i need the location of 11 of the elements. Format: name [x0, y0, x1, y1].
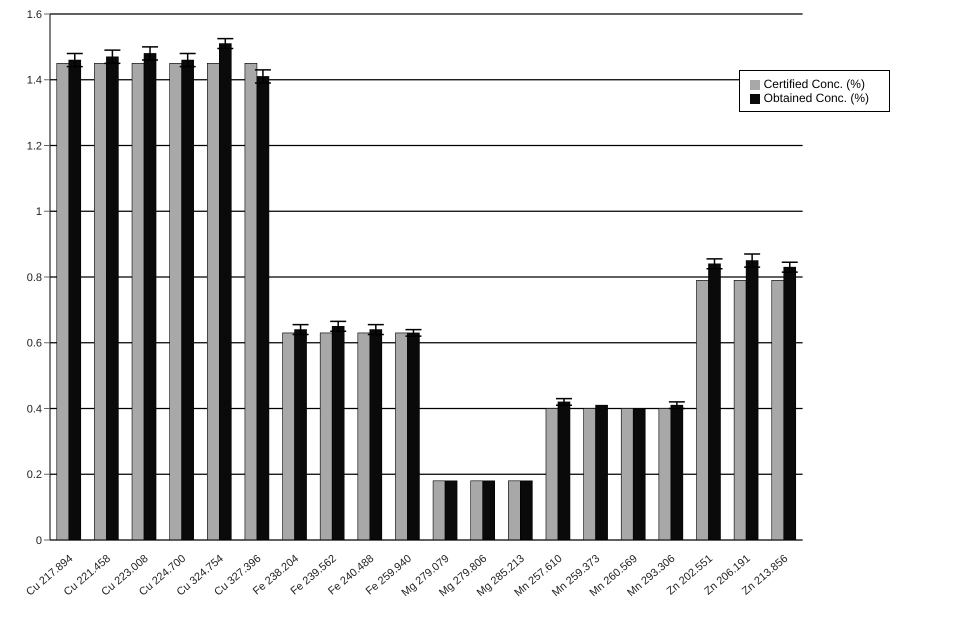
- y-tick-label: 0.6: [26, 338, 42, 350]
- y-tick-label: 1: [36, 206, 42, 218]
- legend-label: Certified Conc. (%): [764, 77, 865, 91]
- y-tick-label: 1.6: [26, 8, 42, 21]
- y-tick-label: 0.4: [26, 403, 42, 416]
- y-tick-label: 0.8: [26, 272, 42, 284]
- y-tick-label: 1.2: [26, 140, 42, 152]
- y-tick-label: 1.4: [26, 74, 42, 87]
- legend-label: Obtained Conc. (%): [764, 91, 869, 105]
- y-tick-label: 0.2: [26, 469, 42, 482]
- y-tick-label: 0: [36, 534, 42, 547]
